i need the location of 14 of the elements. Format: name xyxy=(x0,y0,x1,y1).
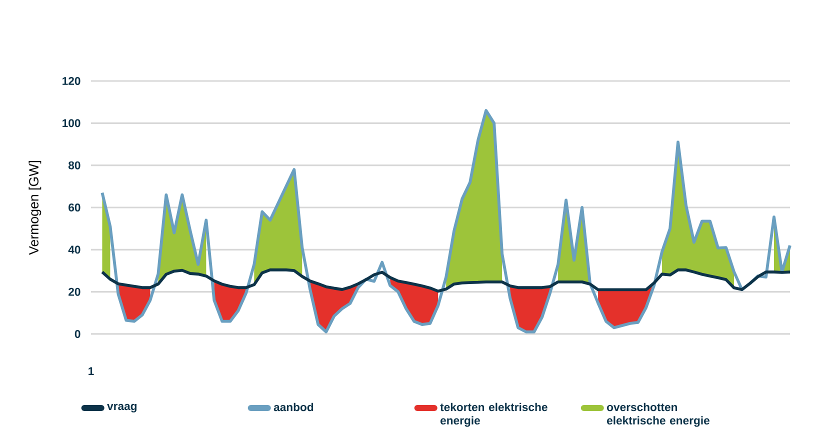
y-tick-label: 0 xyxy=(74,330,80,338)
y-tick-label: 100 xyxy=(62,119,80,128)
text: 1 xyxy=(88,367,94,376)
legend-label: aanbod xyxy=(274,402,314,412)
y-tick-label: 20 xyxy=(68,288,80,296)
legend-label: tekorten elektrische energie xyxy=(440,402,548,427)
y-tick-label: 120 xyxy=(62,76,80,85)
y-tick-label: 60 xyxy=(68,203,80,212)
legend-label: vraag xyxy=(107,404,137,412)
y-tick-label: 80 xyxy=(68,161,80,170)
y-tick-label: 40 xyxy=(68,246,80,254)
line-series xyxy=(100,109,792,334)
legend-label: overschotten elektrische energie xyxy=(607,402,710,427)
y-axis-title: Vermogen [GW] xyxy=(28,161,42,255)
